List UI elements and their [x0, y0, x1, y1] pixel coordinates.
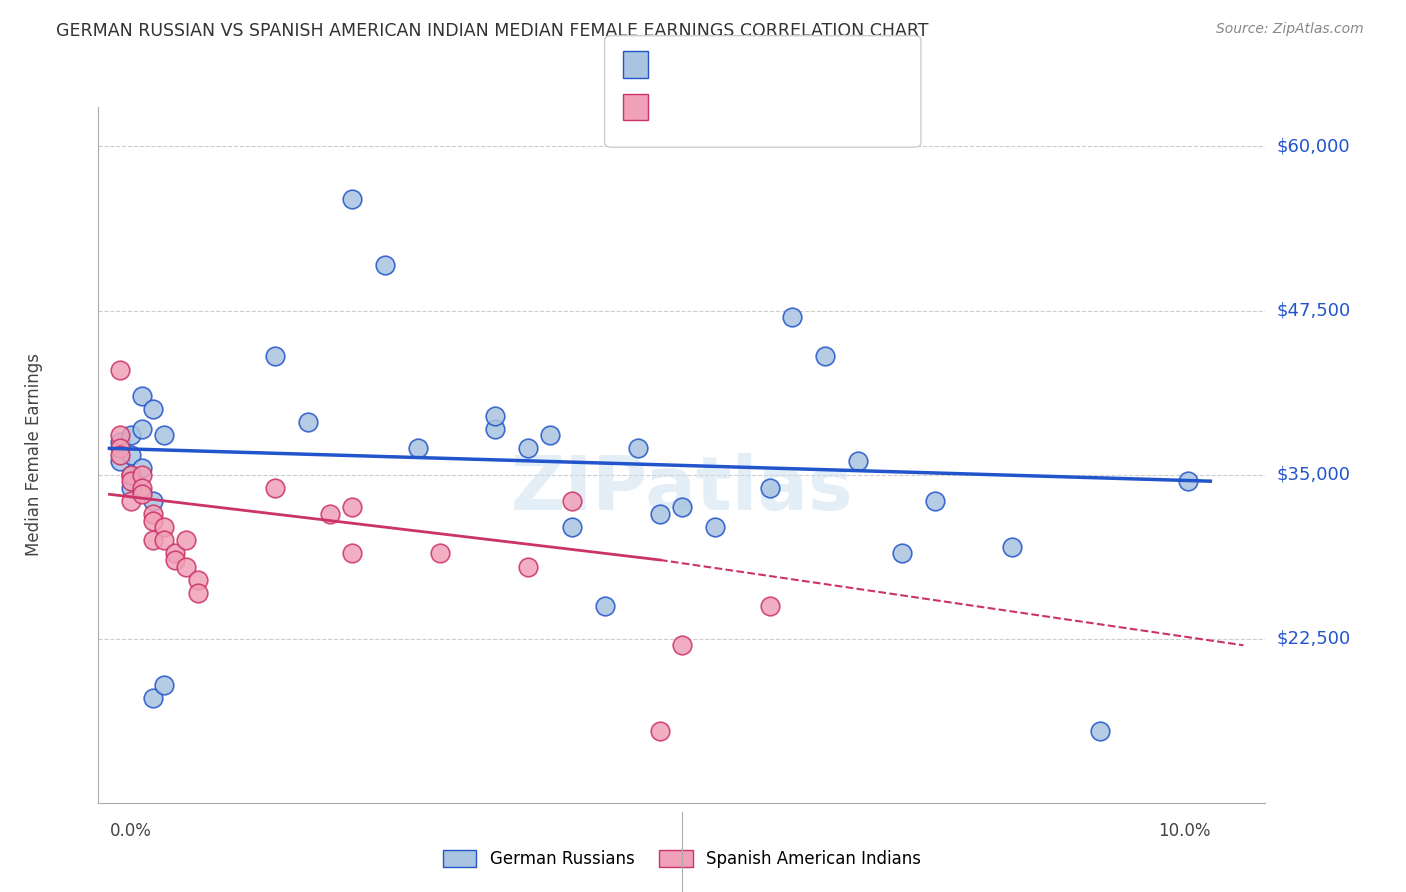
Point	[263, 350, 285, 364]
Point	[131, 481, 153, 495]
Point	[561, 520, 583, 534]
Point	[814, 350, 837, 364]
Point	[484, 409, 506, 423]
Point	[153, 428, 176, 442]
Text: Source: ZipAtlas.com: Source: ZipAtlas.com	[1216, 22, 1364, 37]
Point	[561, 494, 583, 508]
Point	[516, 442, 538, 456]
Point	[648, 507, 671, 521]
Text: $22,500: $22,500	[1277, 630, 1351, 648]
Point	[186, 573, 208, 587]
Point	[671, 638, 693, 652]
Point	[131, 467, 153, 482]
Point	[110, 448, 132, 462]
Text: 0.0%: 0.0%	[110, 822, 152, 840]
Point	[648, 723, 671, 738]
Text: N =: N =	[766, 98, 803, 116]
Point	[110, 362, 132, 376]
Point	[780, 310, 803, 324]
Point	[110, 454, 132, 468]
Point	[406, 442, 429, 456]
Point	[176, 533, 198, 548]
Point	[120, 494, 142, 508]
Point	[924, 494, 946, 508]
Point	[340, 192, 363, 206]
Point	[538, 428, 561, 442]
Text: 10.0%: 10.0%	[1159, 822, 1211, 840]
Point	[153, 520, 176, 534]
Point	[131, 422, 153, 436]
Point	[120, 474, 142, 488]
Text: -0.208: -0.208	[696, 98, 755, 116]
Point	[142, 533, 165, 548]
Point	[110, 428, 132, 442]
Point	[131, 389, 153, 403]
Point	[120, 428, 142, 442]
Point	[1001, 540, 1024, 554]
Point	[484, 422, 506, 436]
Point	[142, 514, 165, 528]
Text: ZIPatlas: ZIPatlas	[510, 453, 853, 526]
Point	[120, 448, 142, 462]
Text: $35,000: $35,000	[1277, 466, 1351, 483]
Point	[131, 461, 153, 475]
Point	[120, 467, 142, 482]
Point	[516, 559, 538, 574]
Point	[318, 507, 340, 521]
Text: -0.080: -0.080	[696, 55, 755, 73]
Point	[374, 258, 396, 272]
Text: $60,000: $60,000	[1277, 137, 1350, 155]
Point	[165, 546, 187, 560]
Point	[759, 481, 782, 495]
Point	[120, 467, 142, 482]
Point	[1177, 474, 1199, 488]
Point	[627, 442, 650, 456]
Point	[759, 599, 782, 613]
Point	[142, 494, 165, 508]
Point	[176, 559, 198, 574]
Point	[110, 434, 132, 449]
Point	[340, 546, 363, 560]
Point	[429, 546, 451, 560]
Point	[165, 553, 187, 567]
Text: 31: 31	[806, 98, 828, 116]
Point	[593, 599, 616, 613]
Point	[891, 546, 914, 560]
Point	[142, 690, 165, 705]
Point	[153, 678, 176, 692]
Point	[142, 401, 165, 416]
Point	[186, 586, 208, 600]
Point	[153, 533, 176, 548]
Point	[263, 481, 285, 495]
Point	[703, 520, 725, 534]
Point	[340, 500, 363, 515]
Point	[131, 487, 153, 501]
Point	[110, 442, 132, 456]
Point	[297, 415, 319, 429]
Text: R =: R =	[657, 55, 693, 73]
Point	[1090, 723, 1112, 738]
Text: 38: 38	[806, 55, 828, 73]
Text: N =: N =	[766, 55, 803, 73]
Text: GERMAN RUSSIAN VS SPANISH AMERICAN INDIAN MEDIAN FEMALE EARNINGS CORRELATION CHA: GERMAN RUSSIAN VS SPANISH AMERICAN INDIA…	[56, 22, 929, 40]
Legend: German Russians, Spanish American Indians: German Russians, Spanish American Indian…	[436, 843, 928, 874]
Text: Median Female Earnings: Median Female Earnings	[25, 353, 44, 557]
Text: R =: R =	[657, 98, 693, 116]
Point	[120, 481, 142, 495]
Point	[142, 507, 165, 521]
Point	[846, 454, 869, 468]
Point	[671, 500, 693, 515]
Text: $47,500: $47,500	[1277, 301, 1351, 319]
